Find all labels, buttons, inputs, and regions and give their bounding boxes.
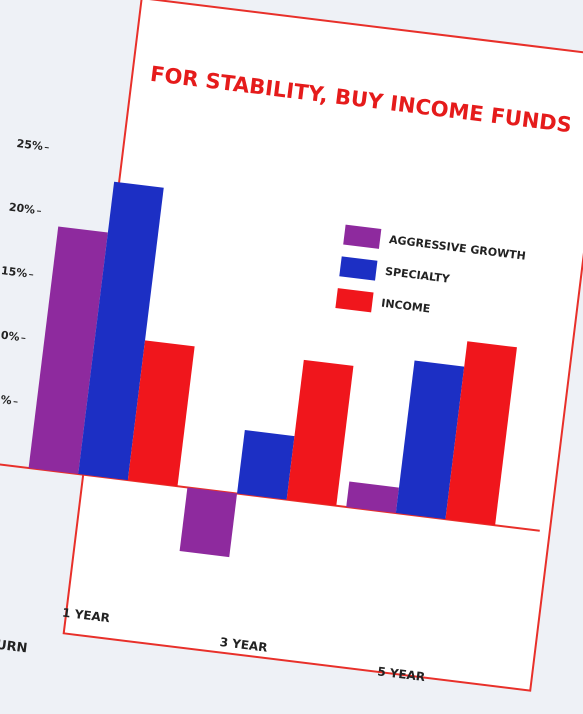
y-tick-label: 20%	[8, 201, 36, 217]
y-tick-label: 25%	[16, 137, 44, 153]
legend-label: INCOME	[381, 297, 431, 316]
x-tick-label: 3 YEAR	[219, 635, 268, 655]
y-tick-label: 15%	[0, 264, 28, 280]
bar	[346, 481, 399, 514]
bar	[395, 360, 465, 520]
legend-swatch	[335, 288, 374, 313]
y-tick-label: 5%	[0, 392, 12, 407]
bar	[127, 340, 195, 487]
y-tick-label: 10%	[0, 328, 20, 344]
bar	[28, 226, 108, 475]
bar	[179, 487, 238, 558]
legend-swatch	[343, 224, 382, 249]
x-tick-label: 1 YEAR	[61, 606, 110, 626]
x-tick-label: 5 YEAR	[377, 664, 426, 684]
bar	[445, 341, 517, 526]
legend-swatch	[339, 256, 378, 281]
bar	[286, 359, 354, 506]
bar	[78, 181, 164, 481]
bar	[237, 430, 295, 500]
